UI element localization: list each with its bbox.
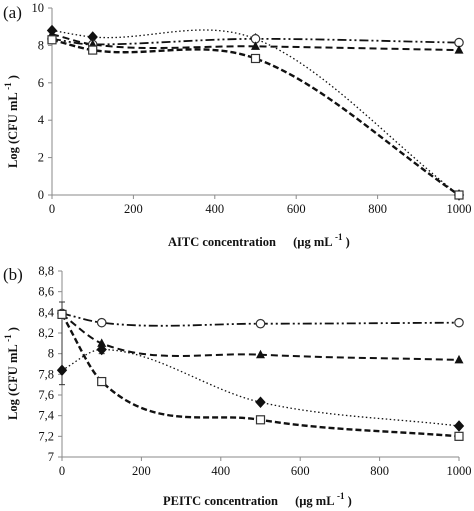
series-line-open-circle	[61, 312, 460, 327]
data-point-open-square	[97, 376, 107, 387]
x-axis-unit-close-b: )	[348, 494, 352, 508]
x-tick-label: 600	[287, 202, 306, 216]
data-point-open-square	[255, 415, 266, 425]
data-point-open-square	[47, 35, 57, 45]
y-axis-title-b: Log (CFU mL -1 )	[0, 327, 20, 420]
data-point-open-square	[454, 190, 464, 200]
y-axis-ticks-a: 0 2 4 6 8 10	[32, 1, 52, 202]
data-point-open-square	[454, 431, 464, 441]
y-tick-label: 6	[38, 76, 44, 90]
x-tick-label: 1000	[447, 464, 472, 478]
data-point-filled-diamond	[56, 364, 68, 376]
x-tick-label: 600	[291, 464, 310, 478]
series-line-open-square	[51, 38, 460, 196]
y-tick-label: 8	[38, 38, 44, 52]
y-axis-label-b: Log (CFU mL	[6, 345, 20, 420]
x-tick-label: 400	[211, 464, 230, 478]
series-layer-b	[56, 301, 465, 441]
x-tick-label: 0	[49, 202, 55, 216]
series-line-filled-diamond	[51, 29, 460, 196]
y-axis-title-a: Log (CFU mL -1 )	[0, 75, 20, 168]
axes-b	[61, 271, 459, 458]
y-axis-label-a: Log (CFU mL	[6, 93, 20, 168]
data-point-open-square	[57, 309, 67, 319]
x-tick-label: 800	[368, 202, 387, 216]
y-tick-label: 0	[38, 188, 44, 202]
x-axis-label-a: AITC concentration	[168, 235, 276, 249]
data-point-filled-triangle	[454, 354, 464, 364]
y-tick-label: 8,6	[38, 285, 54, 299]
y-tick-label: 8	[48, 347, 54, 361]
x-axis-unit-a: (µg mL	[293, 235, 332, 249]
data-point-filled-triangle	[256, 349, 265, 359]
x-tick-label: 400	[205, 202, 224, 216]
series-line-filled-triangle	[51, 33, 460, 52]
data-point-open-circle	[454, 317, 464, 328]
chart-panel-b: (b) 0 200 400 600 800 1000 7 7,2 7,4 7,6 7,8 8 8,2 8…	[0, 264, 472, 508]
x-axis-unit-sup-a: -1	[335, 232, 343, 242]
y-tick-label: 8,4	[38, 305, 54, 319]
x-axis-title-b: PEITC concentration (µg mL -1 )	[163, 488, 352, 508]
panel-label-b: (b)	[3, 265, 23, 284]
y-tick-label: 7,4	[38, 409, 54, 423]
data-point-open-circle	[96, 317, 107, 328]
data-point-filled-diamond	[255, 396, 266, 408]
y-axis-ticks-b: 7 7,2 7,4 7,6 7,8 8 8,2 8,4 8,6 8,8	[38, 264, 62, 464]
data-point-filled-triangle	[454, 45, 464, 54]
x-tick-label: 1000	[447, 202, 472, 216]
y-axis-label-sup-b: -1	[3, 334, 13, 342]
x-axis-label-b: PEITC concentration	[163, 494, 278, 508]
series-line-filled-diamond	[61, 348, 460, 427]
x-tick-label: 0	[59, 464, 65, 478]
y-tick-label: 2	[38, 151, 44, 165]
y-tick-label: 4	[38, 113, 45, 127]
y-axis-label-close-b: )	[6, 327, 20, 331]
y-tick-label: 7	[48, 450, 54, 464]
y-tick-label: 7,6	[38, 388, 54, 402]
x-axis-unit-b: (µg mL	[295, 494, 334, 508]
series-layer-a	[46, 24, 465, 201]
x-tick-label: 800	[370, 464, 389, 478]
y-tick-label: 10	[32, 1, 45, 15]
data-point-open-square	[88, 45, 98, 55]
x-axis-ticks-b: 0 200 400 600 800 1000	[59, 457, 472, 478]
y-tick-label: 7,8	[38, 367, 54, 381]
y-tick-label: 8,2	[38, 326, 54, 340]
series-line-filled-triangle	[61, 313, 460, 361]
series-line-open-square	[60, 313, 460, 438]
y-axis-label-close-a: )	[6, 75, 20, 79]
data-point-open-circle	[255, 318, 266, 329]
chart-panel-a: (a) 0 200 400 600 800 1000 0 2 4 6 8 10 AITC conce…	[0, 1, 472, 249]
data-point-filled-triangle	[251, 41, 260, 50]
y-tick-label: 8,8	[38, 264, 54, 278]
x-axis-unit-sup-b: -1	[337, 491, 345, 501]
x-tick-label: 200	[124, 202, 143, 216]
panel-label-a: (a)	[3, 3, 22, 22]
data-point-open-square	[250, 53, 261, 64]
data-point-filled-diamond	[96, 343, 107, 356]
x-axis-title-a: AITC concentration (µg mL -1 )	[168, 229, 350, 249]
x-axis-ticks-a: 0 200 400 600 800 1000	[49, 195, 472, 216]
y-tick-label: 7,2	[38, 429, 54, 443]
x-axis-unit-close-a: )	[346, 235, 350, 249]
y-axis-label-sup-a: -1	[3, 82, 13, 90]
series-line-open-circle	[51, 37, 460, 46]
x-tick-label: 200	[132, 464, 151, 478]
data-point-filled-diamond	[453, 420, 465, 432]
data-point-filled-triangle	[97, 338, 107, 347]
